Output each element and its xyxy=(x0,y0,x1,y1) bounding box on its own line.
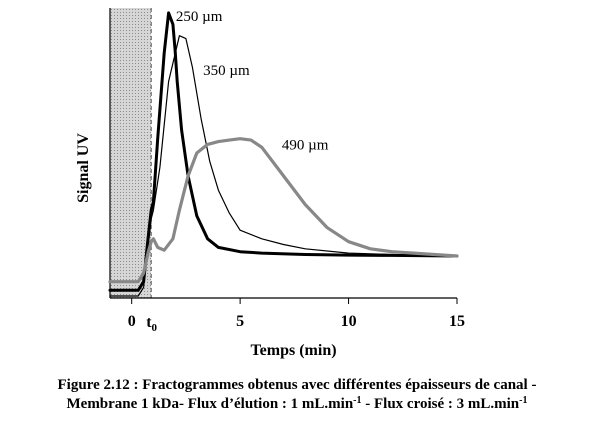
x-tick-label: 5 xyxy=(236,313,244,330)
series-line-490 xyxy=(108,137,459,284)
x-tick-label: 0 xyxy=(128,313,136,330)
caption-line-1: Figure 2.12 : Fractogrammes obtenus avec… xyxy=(57,377,537,393)
caption-line-2: Membrane 1 kDa- Flux d’élution : 1 mL.mi… xyxy=(0,395,594,414)
t0-label: t0 xyxy=(146,314,157,334)
t0-label-main: t xyxy=(146,314,152,331)
figure-caption: Figure 2.12 : Fractogrammes obtenus avec… xyxy=(0,376,594,414)
y-axis-label: Signal UV xyxy=(75,133,92,203)
dead-volume-shaded-region xyxy=(110,8,152,298)
fractogram-chart: 0 5 10 15 250 µm 350 µm 490 µm t0 Signal UV… xyxy=(75,8,465,359)
caption-line-2-part-a: Membrane 1 kDa- Flux d’élution : 1 mL.mi… xyxy=(66,396,354,412)
annotation-350: 350 µm xyxy=(203,63,250,79)
x-axis-label: Temps (min) xyxy=(250,342,336,359)
series-line-250 xyxy=(108,11,459,292)
series-line-350 xyxy=(109,35,458,297)
caption-superscript-1: -1 xyxy=(353,395,362,406)
t0-label-subscript: 0 xyxy=(152,322,158,334)
annotation-490: 490 µm xyxy=(282,137,329,153)
caption-superscript-2: -1 xyxy=(519,395,528,406)
x-tick-label: 15 xyxy=(449,313,465,330)
annotation-250: 250 µm xyxy=(176,9,223,25)
x-tick-label: 10 xyxy=(341,313,357,330)
caption-line-2-part-b: - Flux croisé : 3 mL.min xyxy=(361,396,520,412)
